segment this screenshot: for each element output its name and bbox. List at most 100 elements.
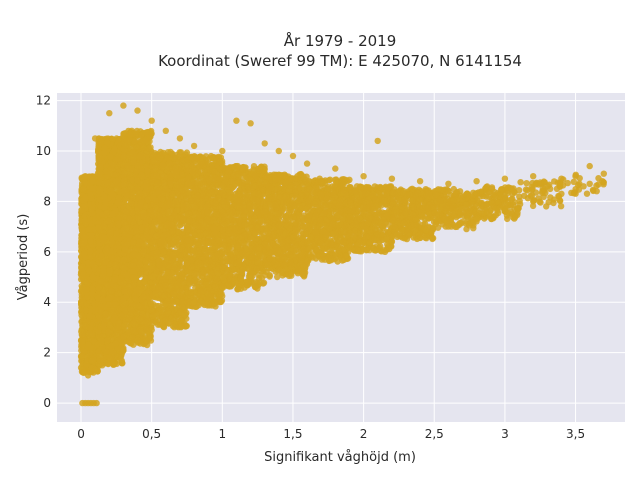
- data-point: [129, 209, 136, 217]
- data-point: [102, 199, 109, 206]
- data-point: [137, 315, 144, 323]
- data-point: [137, 328, 145, 335]
- data-point: [85, 226, 93, 233]
- data-point: [142, 136, 149, 144]
- data-point: [105, 218, 112, 225]
- data-point: [134, 177, 141, 184]
- data-point: [101, 259, 109, 266]
- data-point: [130, 320, 137, 327]
- data-point: [109, 161, 117, 168]
- data-point: [136, 279, 143, 287]
- data-point: [120, 256, 128, 263]
- data-point: [104, 337, 111, 344]
- data-point: [136, 153, 143, 160]
- data-point: [137, 271, 144, 278]
- data-point: [123, 224, 130, 232]
- data-point: [133, 143, 141, 151]
- data-point: [127, 306, 135, 313]
- data-point: [82, 322, 89, 330]
- data-point: [134, 205, 141, 212]
- data-point: [135, 286, 142, 293]
- data-point: [81, 217, 89, 224]
- data-point: [120, 264, 128, 272]
- data-point: [140, 293, 147, 301]
- data-point: [138, 131, 145, 139]
- data-point: [120, 333, 127, 341]
- data-point: [98, 337, 105, 344]
- data-point: [140, 241, 148, 249]
- data-point: [111, 301, 119, 308]
- data-point: [124, 162, 131, 169]
- data-point: [103, 139, 111, 146]
- data-point: [105, 301, 113, 308]
- data-point: [130, 274, 137, 281]
- data-point: [88, 357, 96, 364]
- data-point: [109, 210, 117, 218]
- data-point: [143, 320, 151, 327]
- data-point: [97, 163, 104, 170]
- data-point: [81, 250, 88, 257]
- data-point: [122, 307, 129, 315]
- data-point: [108, 239, 116, 246]
- data-point: [88, 232, 95, 239]
- data-point: [89, 274, 97, 281]
- data-point: [130, 251, 138, 258]
- data-point: [126, 215, 133, 223]
- data-point: [100, 267, 107, 274]
- data-point: [101, 145, 108, 152]
- data-point: [104, 179, 111, 186]
- data-point: [89, 290, 96, 297]
- data-point: [130, 327, 137, 334]
- data-point: [140, 213, 147, 220]
- data-point: [128, 199, 135, 207]
- data-point: [81, 239, 88, 246]
- data-point: [113, 185, 121, 193]
- data-point: [113, 268, 121, 276]
- data-point: [120, 181, 127, 188]
- data-point: [108, 294, 115, 301]
- data-point: [89, 177, 96, 185]
- scatter-points: [77, 102, 607, 407]
- data-point: [114, 199, 122, 206]
- data-point: [121, 130, 129, 137]
- data-point: [132, 295, 139, 302]
- data-point: [142, 275, 149, 282]
- data-point: [121, 246, 129, 253]
- data-point: [120, 153, 128, 160]
- data-point: [106, 170, 114, 177]
- data-point: [101, 234, 108, 241]
- data-point: [105, 328, 112, 336]
- data-point: [86, 330, 93, 337]
- data-point: [114, 256, 122, 263]
- data-point: [114, 345, 122, 353]
- data-point: [89, 185, 96, 192]
- data-point: [146, 145, 153, 152]
- data-point: [120, 187, 128, 194]
- data-point: [83, 286, 90, 293]
- data-point: [97, 174, 104, 182]
- data-point: [129, 188, 136, 196]
- data-point: [147, 334, 154, 342]
- data-point: [113, 230, 120, 237]
- data-point: [87, 237, 94, 245]
- data-point: [82, 194, 89, 202]
- data-point: [139, 144, 146, 151]
- data-point: [86, 312, 94, 319]
- data-point: [121, 170, 128, 177]
- data-point: [129, 268, 137, 275]
- data-point: [98, 138, 105, 145]
- data-point: [115, 320, 122, 327]
- data-point: [78, 224, 85, 231]
- data-point: [135, 302, 142, 310]
- data-point: [102, 310, 109, 318]
- data-point: [123, 272, 131, 279]
- data-point: [134, 162, 141, 169]
- data-point: [130, 239, 137, 246]
- data-point: [129, 262, 137, 269]
- data-point: [111, 147, 118, 154]
- data-point: [107, 229, 114, 236]
- data-point: [107, 153, 114, 161]
- data-point: [100, 323, 107, 330]
- data-point: [117, 356, 124, 363]
- data-point: [99, 289, 107, 296]
